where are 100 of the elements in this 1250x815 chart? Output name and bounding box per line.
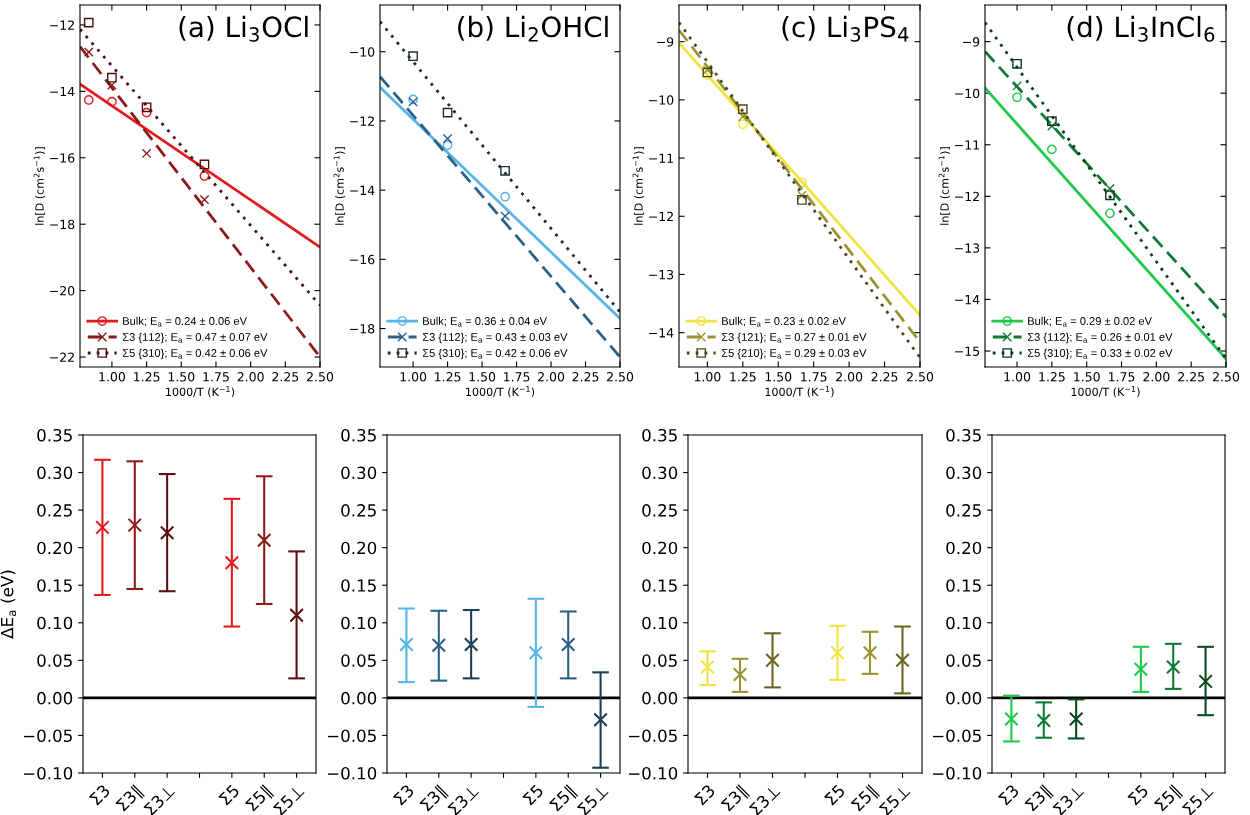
x-tick-label: Σ5∥ [244, 784, 275, 815]
point [1165, 659, 1181, 675]
point [442, 140, 453, 151]
x-tick-label: Σ3 [693, 783, 716, 806]
y-tick-label: −11 [955, 140, 979, 150]
y-tick-label: 0.35 [37, 428, 72, 442]
y-axis-title: ln[D (cm$^{2}$s$^{−1}$)] [333, 147, 346, 225]
x-tick-label: 1.75 [1108, 372, 1135, 382]
y-tick-label: −13 [649, 269, 674, 280]
y-tick-label: −12 [50, 20, 74, 30]
x-tick-label: 2.00 [237, 372, 264, 382]
point [1198, 674, 1213, 689]
x-tick-label: Σ3 [88, 783, 111, 806]
y-tick-label: −0.10 [628, 766, 678, 780]
point [830, 645, 845, 661]
legend-label: Σ5 {310}; E$_{a}$ = 0.42 ± 0.06 eV [422, 348, 568, 360]
x-tick-label: Σ3⊥ [143, 783, 176, 815]
chart-title: (c) Li$_{3}$PS$_{4}$ [782, 15, 909, 42]
x-tick-label: 1.00 [400, 372, 427, 382]
x-tick-label: 2.00 [1143, 372, 1170, 382]
x-tick-label: 1.25 [435, 372, 461, 382]
point [256, 532, 272, 548]
point [289, 607, 304, 623]
y-tick-label: −0.10 [327, 766, 377, 780]
y-tick-label: −0.05 [932, 729, 981, 743]
point [83, 95, 94, 105]
x-tick-label: Σ5 [522, 784, 544, 806]
x-tick-label: Σ3∥ [419, 784, 449, 815]
point [500, 191, 510, 202]
point [141, 102, 152, 113]
y-tick-label: −12 [955, 191, 979, 202]
point [1133, 662, 1149, 677]
y-tick-label: −14 [955, 295, 980, 305]
x-tick-label: 2.50 [1213, 372, 1240, 382]
x-tick-label: 2.25 [272, 372, 299, 382]
y-tick-label: −15 [955, 346, 980, 356]
y-tick-label: −0.05 [23, 729, 72, 743]
y-tick-label: 0.10 [642, 616, 678, 630]
point [1068, 711, 1084, 727]
x-tick-label: 1.00 [694, 372, 721, 382]
point [224, 555, 240, 570]
y-tick-label: 0.15 [642, 579, 677, 592]
y-tick-label: −12 [350, 116, 374, 126]
y-tick-label: 0.10 [946, 616, 982, 630]
y-tick-label: −14 [350, 185, 375, 195]
x-tick-label: 1.75 [203, 372, 229, 382]
x-tick-label: Σ5∥ [1153, 784, 1184, 815]
x-axis-title: 1000/T (K$^{−1}$) [1071, 385, 1140, 398]
point [765, 653, 780, 668]
y-axis-title: ln[D (cm$^{2}$s$^{−1}$)] [632, 147, 645, 225]
point [107, 72, 117, 83]
legend-label: Bulk; E$_{a}$ = 0.24 ± 0.06 eV [123, 316, 247, 327]
point [95, 520, 110, 535]
point [199, 171, 210, 181]
legend-label: Bulk; E$_{a}$ = 0.29 ± 0.02 eV [1028, 316, 1152, 327]
point [1012, 92, 1022, 103]
point [500, 165, 510, 176]
x-tick-label: 2.50 [907, 372, 934, 382]
y-tick-label: −14 [50, 86, 75, 97]
x-tick-label: Σ3 [997, 783, 1020, 806]
y-tick-label: −10 [350, 47, 375, 57]
legend-label: Σ5 {310}; E$_{a}$ = 0.42 ± 0.06 eV [122, 348, 268, 360]
y-tick-label: −18 [50, 219, 75, 230]
legend-label: Σ5 {210}; E$_{a}$ = 0.29 ± 0.03 eV [721, 348, 867, 360]
y-tick-label: 0.15 [946, 579, 981, 592]
y-tick-label: 0.25 [37, 504, 72, 517]
x-tick-label: Σ5⊥ [878, 784, 911, 815]
point [895, 653, 910, 668]
legend-label: Σ3 {112}; E$_{a}$ = 0.47 ± 0.07 eV [122, 332, 268, 344]
y-tick-label: 0.20 [341, 541, 377, 555]
x-tick-label: 2.25 [871, 372, 898, 382]
y-tick-label: 0.20 [946, 541, 982, 555]
x-tick-label: 1.50 [765, 372, 792, 382]
y-tick-label: 0.10 [341, 616, 377, 630]
x-axis-title: 1000/T (K$^{−1}$) [166, 385, 235, 398]
x-tick-label: 1.25 [730, 372, 756, 382]
y-tick-label: −12 [649, 211, 673, 222]
point [1036, 713, 1052, 728]
point [141, 107, 152, 118]
point [141, 148, 152, 159]
y-tick-label: 0.05 [642, 654, 677, 667]
y-tick-label: −11 [649, 153, 673, 163]
y-tick-label: −9 [963, 37, 980, 47]
x-tick-label: 1.00 [1004, 372, 1031, 382]
y-tick-label: −18 [350, 324, 375, 334]
y-tick-label: −10 [955, 88, 980, 99]
point [862, 645, 878, 661]
x-tick-label: Σ3⊥ [447, 783, 480, 815]
point [408, 51, 418, 62]
x-tick-label: Σ3∥ [1024, 784, 1054, 815]
point [560, 637, 576, 652]
x-tick-label: Σ3∥ [115, 784, 145, 815]
y-tick-label: 0.30 [341, 466, 377, 480]
x-tick-label: Σ5⊥ [272, 784, 305, 815]
x-tick-label: Σ5∥ [850, 784, 881, 815]
x-tick-label: 2.50 [607, 372, 634, 382]
x-tick-label: 2.00 [836, 372, 863, 382]
y-tick-label: −10 [649, 95, 674, 105]
point [737, 119, 748, 130]
point [500, 211, 510, 221]
